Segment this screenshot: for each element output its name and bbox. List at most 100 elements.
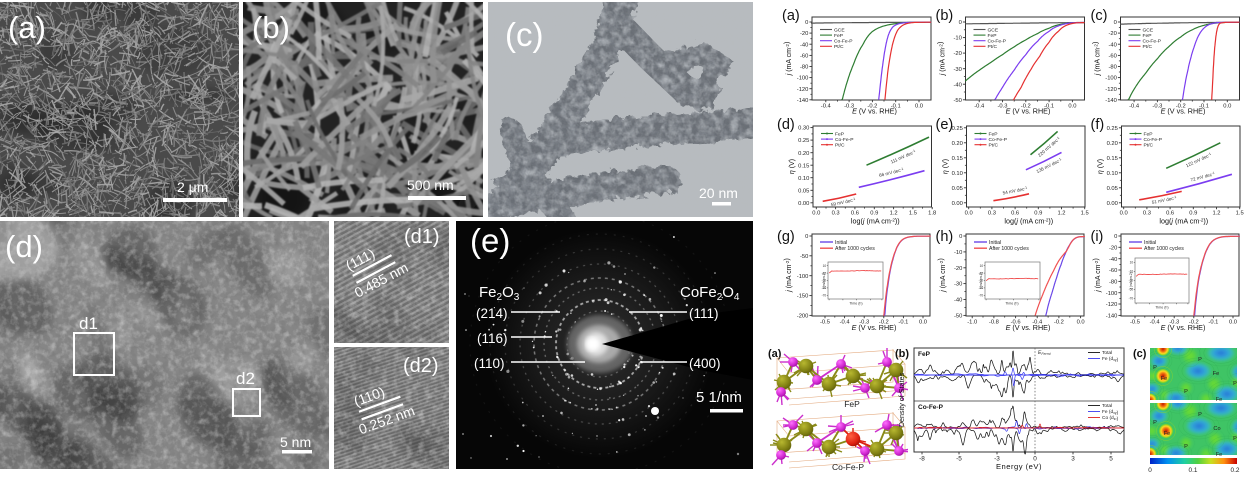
svg-text:-80: -80 bbox=[1109, 65, 1117, 71]
svg-text:(e): (e) bbox=[936, 117, 954, 133]
svg-text:Pt/C: Pt/C bbox=[834, 44, 844, 50]
svg-text:-0.6: -0.6 bbox=[1011, 319, 1021, 325]
svg-text:-0.2: -0.2 bbox=[1176, 103, 1186, 109]
svg-text:Co-Fe-P: Co-Fe-P bbox=[1144, 137, 1162, 143]
svg-text:FeP: FeP bbox=[1144, 131, 1153, 137]
svg-text:-1.0: -1.0 bbox=[967, 319, 977, 325]
svg-text:Time (h): Time (h) bbox=[1005, 301, 1018, 305]
svg-text:(d): (d) bbox=[777, 117, 795, 133]
svg-text:P: P bbox=[1153, 420, 1157, 426]
svg-text:(b): (b) bbox=[936, 8, 954, 24]
svg-text:(c): (c) bbox=[1091, 8, 1108, 24]
svg-text:-0.8: -0.8 bbox=[989, 319, 999, 325]
svg-text:Time (h): Time (h) bbox=[1155, 305, 1168, 309]
svg-text:-20: -20 bbox=[1109, 245, 1117, 251]
svg-text:-100: -100 bbox=[1106, 291, 1118, 297]
svg-text:1.2: 1.2 bbox=[890, 210, 898, 216]
svg-text:(b): (b) bbox=[895, 348, 909, 360]
svg-text:0.30: 0.30 bbox=[798, 126, 809, 132]
svg-text:-60: -60 bbox=[1109, 268, 1117, 274]
svg-text:-100: -100 bbox=[1105, 76, 1117, 82]
svg-text:10: 10 bbox=[980, 264, 984, 268]
svg-text:-70: -70 bbox=[822, 294, 827, 298]
svg-text:Energy (eV): Energy (eV) bbox=[996, 462, 1042, 471]
svg-text:-10: -10 bbox=[1129, 270, 1134, 274]
svg-text:0.15: 0.15 bbox=[798, 163, 809, 169]
svg-text:FeP: FeP bbox=[835, 131, 844, 137]
svg-text:0.0: 0.0 bbox=[812, 210, 820, 216]
svg-text:(e): (e) bbox=[470, 222, 510, 259]
svg-text:-40: -40 bbox=[954, 298, 962, 304]
svg-text:0.1: 0.1 bbox=[1189, 467, 1198, 474]
svg-text:-50: -50 bbox=[822, 286, 827, 290]
svg-text:0.0: 0.0 bbox=[1229, 319, 1237, 325]
svg-text:0.00: 0.00 bbox=[798, 201, 809, 207]
svg-text:(i): (i) bbox=[1091, 229, 1104, 245]
svg-text:-30: -30 bbox=[954, 282, 962, 288]
svg-text:-70: -70 bbox=[1129, 297, 1134, 301]
svg-text:E (V vs. RHE): E (V vs. RHE) bbox=[852, 323, 897, 332]
svg-text:FeP: FeP bbox=[1143, 33, 1152, 39]
svg-text:E (V vs. RHE): E (V vs. RHE) bbox=[1006, 323, 1051, 332]
svg-text:66 mV dec-1: 66 mV dec-1 bbox=[878, 167, 904, 178]
svg-text:log(j (mA cm-2)): log(j (mA cm-2)) bbox=[1159, 217, 1208, 226]
svg-text:Co-Fe-P: Co-Fe-P bbox=[832, 462, 864, 472]
svg-text:-50: -50 bbox=[954, 314, 962, 320]
svg-text:0.3: 0.3 bbox=[988, 210, 996, 216]
svg-text:0.10: 0.10 bbox=[1107, 171, 1118, 177]
svg-text:0.20: 0.20 bbox=[798, 151, 809, 157]
svg-text:Fe: Fe bbox=[1216, 452, 1223, 458]
svg-text:0.0: 0.0 bbox=[919, 319, 927, 325]
svg-text:-0.1: -0.1 bbox=[1044, 103, 1054, 109]
svg-text:54 mV dec-1: 54 mV dec-1 bbox=[1002, 186, 1028, 196]
svg-text:0.0: 0.0 bbox=[965, 210, 973, 216]
svg-text:-0.1: -0.1 bbox=[898, 319, 908, 325]
svg-text:-40: -40 bbox=[800, 42, 808, 48]
svg-text:η (V): η (V) bbox=[789, 159, 796, 174]
svg-text:(400): (400) bbox=[689, 356, 721, 371]
svg-text:j (mA cm-2): j (mA cm-2) bbox=[1093, 258, 1102, 293]
svg-text:(111): (111) bbox=[689, 306, 719, 321]
svg-text:-50: -50 bbox=[800, 254, 808, 260]
svg-text:FeP: FeP bbox=[844, 399, 860, 409]
svg-text:-100: -100 bbox=[797, 274, 809, 280]
svg-text:(f): (f) bbox=[1091, 117, 1105, 133]
svg-text:Fe (dxy): Fe (dxy) bbox=[1102, 409, 1119, 416]
svg-text:0.25: 0.25 bbox=[1107, 126, 1118, 132]
svg-text:j (mA cm-2): j (mA cm-2) bbox=[822, 272, 826, 289]
svg-text:Co-Fe-P: Co-Fe-P bbox=[988, 39, 1006, 45]
svg-text:P: P bbox=[1233, 381, 1237, 387]
svg-text:-10: -10 bbox=[979, 271, 984, 275]
svg-text:0.05: 0.05 bbox=[952, 186, 963, 192]
svg-text:(c): (c) bbox=[1133, 348, 1147, 360]
svg-text:1.2: 1.2 bbox=[1057, 210, 1065, 216]
svg-text:CoFe2O4: CoFe2O4 bbox=[680, 284, 740, 303]
svg-text:-80: -80 bbox=[800, 65, 808, 71]
svg-text:0.0: 0.0 bbox=[1223, 103, 1231, 109]
svg-text:10: 10 bbox=[823, 264, 827, 268]
svg-text:-20: -20 bbox=[800, 31, 808, 37]
svg-text:0.9: 0.9 bbox=[1034, 210, 1042, 216]
svg-text:0.9: 0.9 bbox=[1189, 210, 1197, 216]
svg-text:0: 0 bbox=[1114, 20, 1117, 26]
svg-text:Initial: Initial bbox=[989, 240, 1001, 246]
svg-text:j (mA cm-2): j (mA cm-2) bbox=[784, 258, 793, 293]
svg-text:P: P bbox=[1184, 444, 1188, 450]
svg-text:5 1/nm: 5 1/nm bbox=[696, 389, 742, 406]
svg-text:-50: -50 bbox=[1129, 288, 1134, 292]
svg-text:1.5: 1.5 bbox=[1081, 210, 1089, 216]
svg-text:After 1000 cycles: After 1000 cycles bbox=[1144, 246, 1184, 252]
svg-text:Pt/C: Pt/C bbox=[1143, 44, 1153, 50]
svg-text:-30: -30 bbox=[1129, 279, 1134, 283]
svg-text:Fe2O3: Fe2O3 bbox=[479, 284, 520, 303]
svg-text:-100: -100 bbox=[797, 76, 809, 82]
svg-text:-40: -40 bbox=[954, 82, 962, 88]
svg-text:(a): (a) bbox=[768, 348, 782, 360]
svg-text:E (V vs. RHE): E (V vs. RHE) bbox=[852, 107, 897, 116]
svg-text:0: 0 bbox=[805, 20, 808, 26]
svg-text:0.15: 0.15 bbox=[1107, 156, 1118, 162]
svg-text:0: 0 bbox=[805, 234, 808, 240]
svg-text:(c): (c) bbox=[505, 16, 543, 53]
svg-text:-140: -140 bbox=[1106, 314, 1118, 320]
svg-text:-0.2: -0.2 bbox=[1054, 319, 1064, 325]
